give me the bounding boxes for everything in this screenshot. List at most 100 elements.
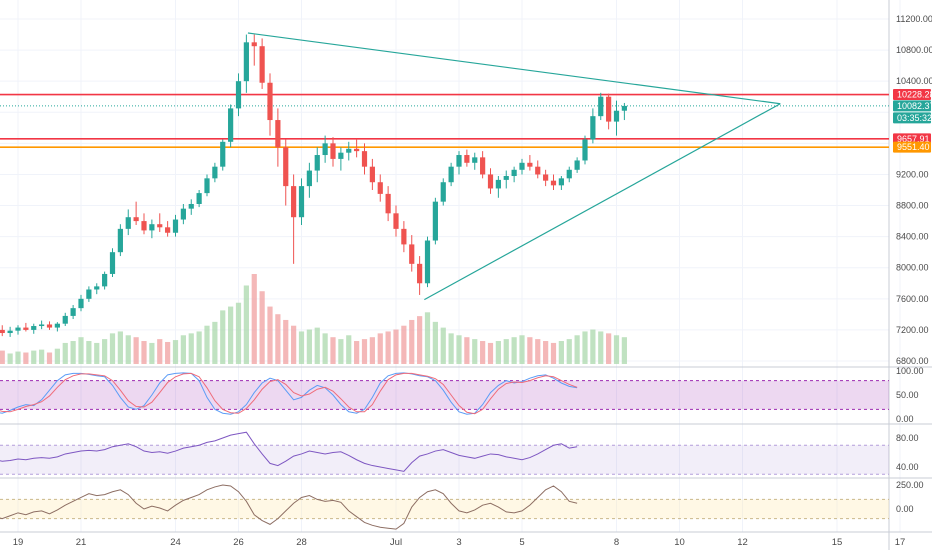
volume-bar: [70, 341, 76, 364]
candle-body: [550, 180, 557, 186]
trendline-lower[interactable]: [424, 103, 781, 301]
candle-body: [283, 147, 289, 187]
price-axis[interactable]: 11200.00 10800.00 10400.00 9200.00 8800.00 84…: [896, 14, 932, 514]
volume-bar: [94, 342, 100, 364]
volume-bar: [165, 341, 171, 364]
volume-bar: [62, 342, 68, 364]
volume-bar: [251, 274, 257, 364]
candle-body: [23, 327, 29, 330]
oscillator-tick-label: 80.00: [896, 433, 919, 443]
level-tag-bg: [893, 141, 931, 153]
volume-bar: [157, 339, 163, 364]
candle-body: [401, 228, 407, 245]
candle-body: [188, 203, 194, 209]
candle-body: [448, 166, 454, 183]
volume-bar: [117, 331, 123, 364]
volume-bar: [125, 335, 131, 364]
volume-bar: [613, 335, 620, 364]
candle-body: [480, 157, 486, 175]
date-tick-label: 10: [674, 537, 685, 548]
candle-body: [125, 217, 131, 229]
candle-body: [133, 217, 139, 222]
candle-body: [322, 143, 328, 156]
volume-bar: [78, 337, 84, 364]
candle-body: [109, 252, 116, 274]
volume-bar: [346, 335, 352, 364]
candle-body: [558, 178, 564, 186]
oscillator-tick-label: 0.00: [896, 414, 914, 424]
horizontal-levels[interactable]: [0, 93, 889, 148]
price-tick-label: 8400.00: [896, 232, 929, 242]
date-tick-label: 21: [76, 537, 87, 548]
volume-bar: [133, 337, 139, 364]
candle-body: [220, 141, 226, 167]
candle-body: [39, 324, 45, 327]
volume-bar: [401, 325, 407, 364]
candle-body: [15, 327, 21, 331]
price-tick-label: 6800.00: [896, 356, 929, 366]
candle-body: [228, 108, 234, 142]
candle-body: [519, 162, 525, 170]
candle-body: [495, 179, 501, 189]
candle-body: [582, 139, 588, 161]
volume-bar: [409, 319, 415, 364]
candle-body: [180, 208, 186, 220]
price-tick-label: 7600.00: [896, 294, 929, 304]
volume-bar: [393, 329, 399, 364]
candle-body: [472, 157, 478, 163]
candle-body: [70, 308, 76, 316]
candle-body: [535, 166, 541, 175]
candle-body: [354, 148, 360, 152]
candle-body: [172, 219, 179, 233]
volume-bar: [314, 327, 320, 364]
volume-bar: [377, 333, 383, 364]
candle-body: [503, 176, 509, 180]
volume-bar: [480, 341, 486, 364]
candle-body: [149, 224, 155, 231]
volume-bar: [503, 339, 509, 364]
level-tag: 9657.91: [897, 134, 930, 144]
volume-bar: [141, 341, 147, 364]
candle-body: [0, 329, 5, 334]
trendline-upper[interactable]: [247, 32, 781, 105]
date-tick-label: 8: [614, 537, 619, 548]
rsi-line: [0, 431, 578, 472]
price-tick-label: 9200.00: [896, 169, 929, 179]
level-tag-bg: [893, 89, 931, 101]
volume-bar: [456, 335, 462, 364]
price-tick-label: 10400.00: [896, 76, 932, 86]
volume-bar: [102, 339, 108, 364]
candle-body: [259, 46, 265, 83]
oscillator-tick-label: 100.00: [896, 366, 924, 376]
volume-bar: [228, 306, 234, 364]
volume-bar: [196, 331, 202, 364]
volume-bars: [0, 274, 627, 364]
volume-bar: [275, 314, 281, 364]
date-tick-label: 26: [233, 537, 244, 548]
volume-bar: [212, 321, 218, 364]
candle-body: [424, 240, 431, 284]
volume-bar: [417, 316, 423, 364]
candle-body: [338, 152, 344, 159]
date-axis[interactable]: 1921242628Jul3581012151719: [13, 537, 932, 548]
volume-bar: [149, 342, 155, 364]
candle-body: [204, 178, 210, 194]
oscillator-tick-label: 0.00: [896, 504, 914, 514]
trendlines[interactable]: [247, 32, 781, 301]
volume-bar: [543, 341, 549, 364]
volume-bar: [448, 333, 454, 364]
date-tick-label: 24: [170, 537, 181, 548]
volume-bar: [220, 310, 226, 364]
volume-bar: [31, 350, 37, 364]
candle-body: [141, 221, 147, 231]
volume-bar: [566, 339, 572, 364]
date-tick-label: 28: [296, 537, 307, 548]
candle-body: [432, 201, 438, 241]
volume-bar: [109, 333, 116, 364]
candle-body: [621, 105, 627, 111]
candle-body: [346, 148, 352, 153]
volume-bar: [424, 312, 431, 364]
